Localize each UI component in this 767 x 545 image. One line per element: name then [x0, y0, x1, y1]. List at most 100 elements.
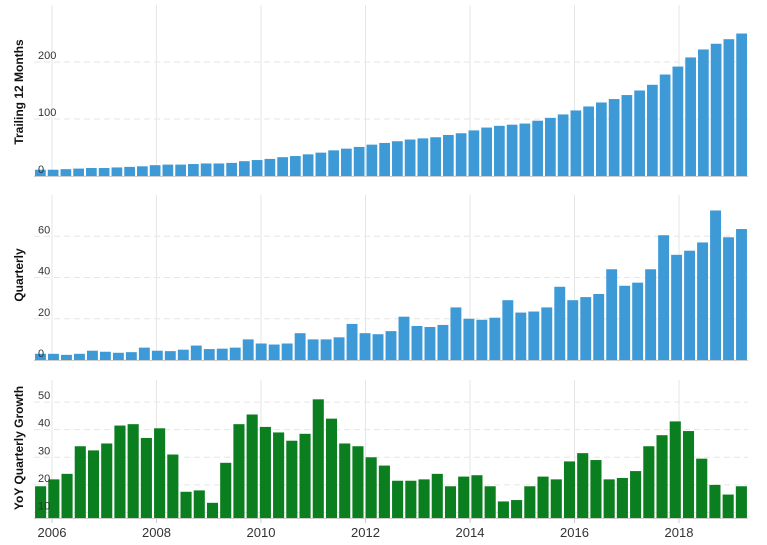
bar — [220, 462, 232, 518]
bar — [164, 351, 176, 360]
bar — [494, 125, 505, 176]
x-tick-label: 2016 — [560, 525, 589, 540]
bar — [277, 157, 288, 176]
bar — [647, 84, 658, 176]
bar — [736, 33, 747, 176]
bar — [563, 461, 576, 518]
bar — [506, 124, 518, 176]
bar — [114, 425, 126, 518]
y-tick-label: 100 — [38, 107, 56, 119]
bar — [333, 337, 345, 360]
bar — [35, 169, 46, 176]
bar — [606, 269, 618, 360]
bar — [346, 323, 358, 360]
bar — [48, 353, 59, 360]
bar — [696, 458, 708, 518]
bar — [193, 490, 205, 518]
bar — [455, 133, 467, 176]
bar — [35, 353, 46, 360]
bar — [242, 339, 254, 360]
bar — [111, 167, 123, 176]
bar — [73, 353, 85, 360]
bar — [557, 114, 569, 176]
bar — [697, 242, 709, 360]
bar — [722, 494, 734, 518]
bar — [392, 141, 403, 176]
bar — [154, 428, 166, 518]
bar — [264, 158, 276, 176]
bar — [424, 327, 436, 360]
bar — [437, 324, 449, 360]
x-tick-label: 2010 — [247, 525, 276, 540]
bar — [577, 453, 589, 518]
bar — [281, 343, 293, 360]
bar — [302, 154, 314, 176]
bar — [671, 254, 683, 360]
bar — [203, 349, 215, 360]
bar — [372, 334, 384, 360]
bar — [124, 166, 135, 176]
y-tick-label: 200 — [38, 50, 56, 62]
bar — [431, 473, 443, 518]
bar — [190, 345, 202, 360]
bar — [404, 139, 416, 176]
bar — [312, 399, 324, 518]
x-tick-label: 2018 — [665, 525, 694, 540]
bar — [418, 479, 430, 518]
bar — [246, 414, 258, 518]
bar — [162, 164, 174, 176]
bar — [273, 432, 285, 518]
bar — [239, 161, 250, 176]
bar — [392, 480, 404, 518]
bar — [659, 74, 671, 176]
bar — [583, 106, 594, 176]
bar — [603, 479, 615, 518]
bar — [213, 163, 225, 176]
bar — [405, 480, 417, 518]
bar — [299, 433, 311, 518]
x-tick-label: 2006 — [38, 525, 67, 540]
bar — [444, 486, 457, 518]
bar — [497, 501, 509, 518]
x-tick-label: 2008 — [142, 525, 171, 540]
bar — [669, 421, 681, 518]
y-tick-label: 20 — [38, 307, 50, 319]
bar — [385, 331, 397, 360]
y-tick-label: 40 — [38, 266, 50, 278]
bar — [339, 443, 351, 518]
bar — [619, 285, 631, 360]
bar — [398, 316, 410, 360]
bar — [658, 235, 670, 360]
bar — [112, 352, 124, 360]
bar — [101, 443, 113, 518]
bar — [226, 162, 237, 176]
bar — [359, 333, 371, 360]
bar — [216, 348, 228, 360]
bar — [593, 294, 605, 360]
y-tick-label: 40 — [38, 418, 50, 430]
bar — [643, 446, 655, 518]
bar — [545, 117, 556, 176]
bar — [138, 347, 150, 360]
bar — [567, 300, 579, 360]
bar — [99, 351, 111, 360]
bar — [61, 354, 72, 360]
bar — [621, 95, 633, 176]
bar — [200, 163, 212, 176]
y-tick-label: 50 — [38, 390, 50, 402]
bar — [35, 486, 47, 518]
bar — [140, 437, 152, 518]
bar — [365, 457, 377, 518]
bar — [550, 479, 562, 518]
bar — [541, 307, 553, 360]
bar — [175, 164, 186, 176]
bar — [481, 127, 492, 176]
quarterly-panel: 0 20 40 60 Quarterly — [12, 195, 748, 361]
bar — [532, 120, 543, 176]
bar — [61, 473, 73, 518]
bar — [86, 168, 97, 176]
y-tick-label: 20 — [38, 473, 50, 485]
bar — [307, 339, 319, 360]
bar — [484, 486, 496, 518]
bar — [710, 43, 722, 177]
